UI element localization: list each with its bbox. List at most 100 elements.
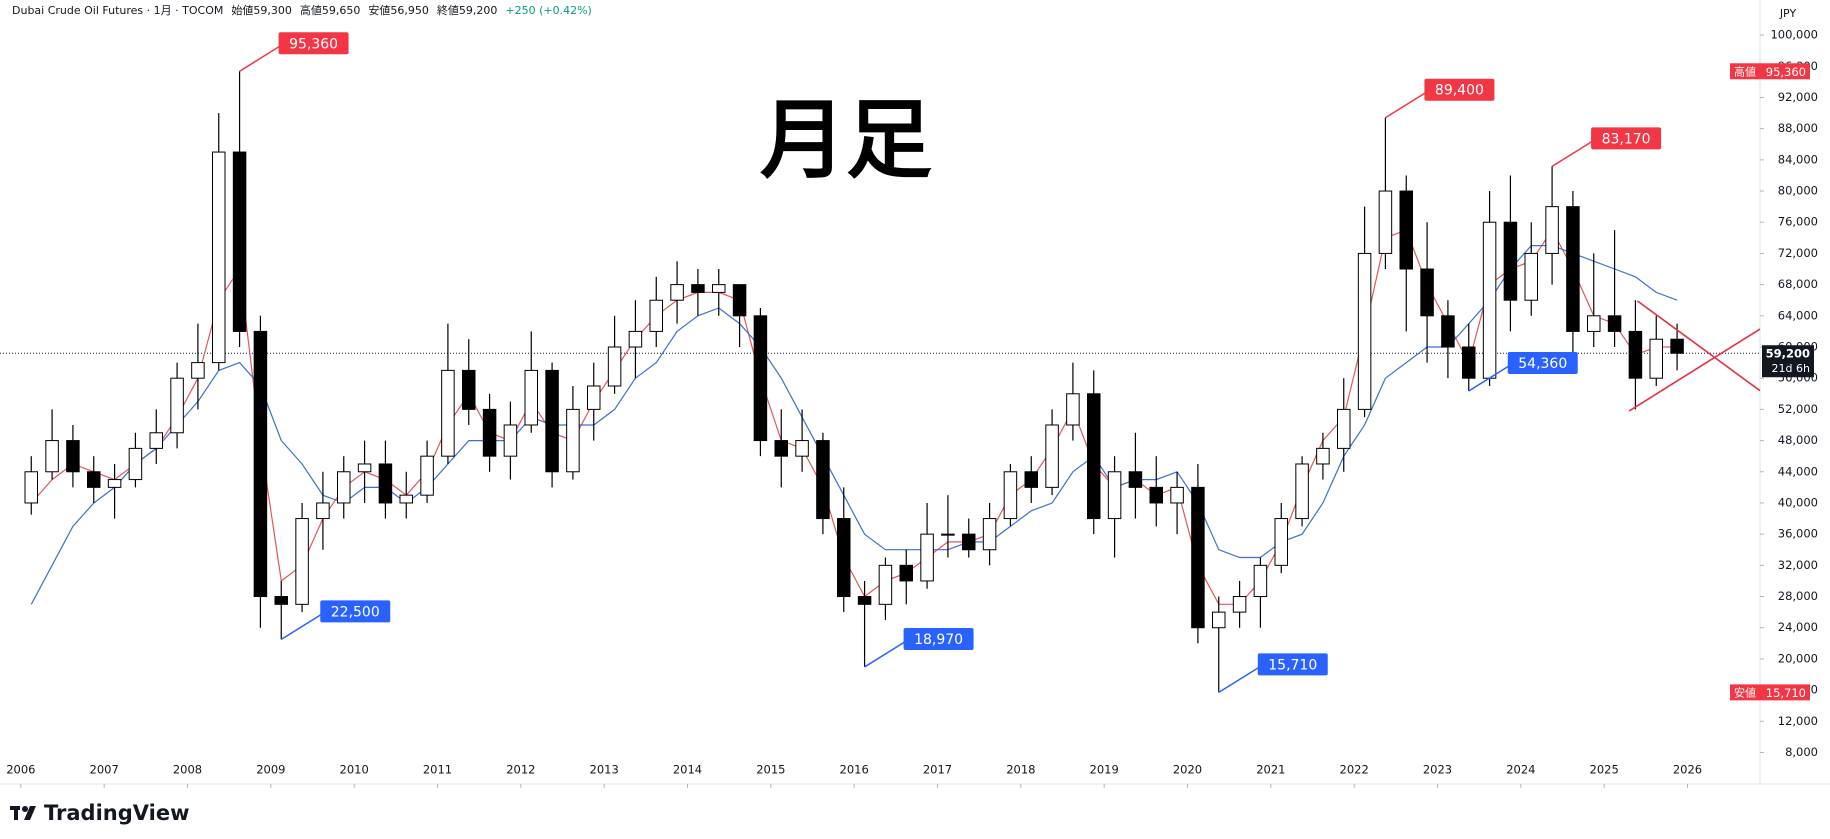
candle-body: [66, 440, 80, 473]
candle-body: [482, 408, 497, 457]
candle-body: [1170, 486, 1184, 504]
price-label-pointer: [239, 42, 285, 72]
candle-body: [1587, 315, 1601, 332]
y-tick-label: 52,000: [1778, 402, 1818, 416]
x-tick-label: 2025: [1590, 763, 1619, 777]
x-tick-label: 2016: [840, 763, 869, 777]
candle-body: [1607, 315, 1622, 332]
candle-body: [1316, 447, 1330, 465]
candle-body: [753, 315, 768, 442]
candle-body: [524, 369, 538, 426]
price-label: 95,360: [289, 36, 338, 52]
x-tick-label: 2019: [1090, 763, 1119, 777]
y-tick-label: 44,000: [1778, 464, 1818, 478]
candle-body: [441, 369, 455, 457]
y-tick-label: 40,000: [1778, 495, 1818, 509]
candle-body: [503, 424, 518, 457]
x-tick-label: 2015: [756, 763, 785, 777]
y-tick-label: 76,000: [1778, 215, 1818, 229]
price-label-box: [278, 32, 349, 55]
candle-body: [87, 471, 101, 488]
y-tick-label: 12,000: [1778, 714, 1818, 728]
price-label-pointer: [864, 638, 910, 668]
candle-body: [45, 440, 59, 473]
logo: TradingView: [10, 801, 189, 825]
last-price-box: [1762, 345, 1814, 378]
candle-body: [170, 377, 184, 434]
candle-body: [1357, 252, 1372, 410]
candle-body: [1420, 268, 1434, 317]
candle-body: [212, 151, 226, 364]
candle-body: [691, 284, 705, 293]
candle-body: [982, 518, 997, 551]
candle-body: [1503, 221, 1518, 301]
candle-body: [878, 564, 893, 605]
candle-body: [962, 533, 976, 551]
candle-body: [1003, 471, 1018, 520]
y-tick-label: 32,000: [1778, 558, 1818, 572]
x-tick-label: 2013: [590, 763, 619, 777]
x-tick-label: 2012: [506, 763, 535, 777]
candle-body: [649, 299, 663, 332]
x-tick-label: 2022: [1340, 763, 1369, 777]
candle-body: [587, 385, 601, 410]
price-label-box: [903, 627, 974, 650]
candle-body: [1378, 190, 1393, 254]
candle-body: [295, 518, 309, 605]
candle-body: [316, 502, 330, 520]
candle-body: [149, 432, 163, 449]
currency: JPY: [1779, 7, 1797, 20]
candle-body: [732, 284, 747, 317]
x-tick-label: 2021: [1256, 763, 1285, 777]
axis-tag-box: [1730, 63, 1810, 80]
y-tick-label: 80,000: [1778, 184, 1818, 198]
candle-body: [337, 471, 351, 504]
ohlc-label: 安値56,950: [368, 4, 429, 17]
candle-body: [857, 596, 872, 605]
candle-body: [253, 330, 268, 598]
candle-body: [128, 447, 143, 481]
candle-body: [1232, 596, 1247, 613]
candle-body: [837, 518, 851, 598]
y-tick-label: 24,000: [1778, 620, 1818, 634]
price-label-pointer: [1468, 362, 1515, 392]
candle-body: [1295, 463, 1309, 520]
y-tick-label: 88,000: [1778, 121, 1818, 135]
x-tick-label: 2018: [1006, 763, 1035, 777]
y-tick-label: 92,000: [1778, 90, 1818, 104]
candle-body: [399, 494, 413, 504]
y-tick-label: 68,000: [1778, 277, 1818, 291]
price-label-pointer: [1218, 663, 1265, 694]
price-label-pointer: [280, 610, 327, 641]
y-tick-label: 28,000: [1778, 589, 1818, 603]
candle-body: [1649, 338, 1663, 379]
candle-body: [1149, 486, 1163, 504]
x-tick-label: 2023: [1423, 763, 1452, 777]
axis-tag-prefix: 高値: [1734, 64, 1756, 78]
x-tick-label: 2020: [1173, 763, 1202, 777]
candle-body: [1274, 518, 1288, 566]
price-label-pointer: [1551, 137, 1598, 167]
candle-body: [378, 463, 393, 504]
y-tick-label: 36,000: [1778, 527, 1818, 541]
candle-body: [1107, 471, 1122, 520]
axis-tag-box: [1730, 684, 1810, 701]
candle-body: [941, 533, 955, 536]
y-tick-label: 100,000: [1770, 28, 1818, 42]
ohlc-label: 終値59,200: [437, 4, 498, 17]
candle-body: [1399, 190, 1413, 270]
x-tick-label: 2024: [1506, 763, 1535, 777]
trendline: [1628, 328, 1761, 412]
price-label: 22,500: [331, 604, 380, 620]
logo-mark: [24, 806, 36, 820]
price-label-box: [1257, 653, 1328, 676]
candle-body: [1024, 471, 1038, 488]
price-label: 54,360: [1518, 356, 1567, 372]
candle-body: [1253, 564, 1268, 598]
x-tick-label: 2017: [923, 763, 952, 777]
candle-body: [1462, 346, 1476, 379]
price-label: 15,710: [1268, 657, 1317, 673]
candle-body: [357, 463, 372, 473]
candle-body: [628, 330, 643, 348]
